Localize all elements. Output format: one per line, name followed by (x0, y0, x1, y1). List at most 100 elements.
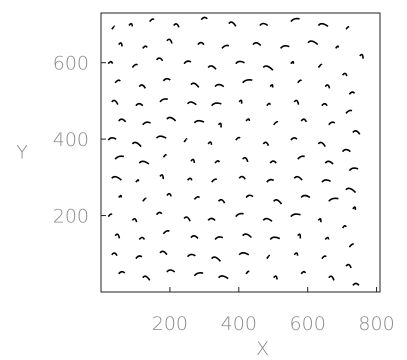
scatter-point (142, 275, 151, 281)
scatter-point (183, 216, 191, 222)
scatter-point (273, 199, 283, 205)
scatter-point (135, 102, 144, 107)
scatter-marks (107, 16, 364, 286)
scatter-point (245, 270, 250, 275)
scatter-point (228, 21, 237, 27)
scatter-point (359, 53, 364, 59)
scatter-point (300, 194, 311, 199)
scatter-point (166, 269, 176, 273)
scatter-point (324, 84, 331, 89)
y-tick-label: 600 (53, 53, 89, 75)
scatter-point (217, 122, 222, 128)
scatter-point (297, 155, 305, 160)
scatter-point (238, 175, 246, 180)
x-tick-label: 800 (358, 313, 394, 335)
scatter-point (159, 174, 165, 180)
scatter-point (211, 178, 218, 183)
scatter-point (307, 40, 319, 46)
scatter-point (183, 138, 188, 143)
scatter-point (317, 141, 326, 148)
scatter-point (135, 255, 143, 260)
scatter-point (142, 45, 148, 49)
scatter-point (341, 148, 351, 153)
scatter-point (345, 187, 357, 194)
scatter-point (321, 179, 331, 183)
scatter-point (142, 121, 151, 126)
scatter-point (273, 275, 278, 280)
scatter-point (107, 137, 117, 141)
scatter-point (279, 45, 290, 49)
scatter-point (197, 41, 205, 46)
scatter-point (290, 17, 300, 23)
scatter-point (211, 256, 222, 262)
scatter-point (352, 130, 361, 135)
scatter-point (207, 65, 217, 70)
y-tick-label: 200 (53, 206, 89, 228)
scatter-point (245, 194, 254, 199)
scatter-point (269, 160, 277, 164)
scatter-point (200, 16, 208, 21)
scatter-point (341, 72, 348, 77)
scatter-point (300, 270, 307, 275)
scatter-point (155, 211, 163, 216)
scatter-point (300, 118, 308, 123)
scatter-point (107, 213, 113, 218)
scatter-point (211, 102, 222, 107)
scatter-point (138, 236, 146, 241)
scatter-point (269, 84, 274, 88)
x-axis-ticks: 200 400 600 800 (152, 287, 395, 335)
scatter-point (341, 224, 347, 229)
scatter-point (111, 25, 116, 30)
scatter-point (290, 137, 298, 141)
scatter-point (317, 63, 323, 68)
scatter-point (118, 42, 123, 47)
scatter-point (348, 243, 355, 248)
scatter-point (135, 179, 140, 183)
y-tick-label: 400 (53, 129, 89, 151)
scatter-point (321, 255, 327, 260)
scatter-point (221, 44, 230, 49)
scatter-point (317, 22, 329, 28)
scatter-point (217, 275, 229, 280)
scatter-point (166, 38, 173, 44)
scatter-point (186, 101, 197, 106)
x-axis-title: X (256, 338, 269, 360)
scatter-point (166, 192, 172, 197)
scatter-point (266, 178, 275, 183)
scatter-point (328, 121, 336, 126)
scatter-point (159, 250, 168, 256)
x-tick-label: 600 (290, 313, 326, 335)
scatter-point (293, 99, 300, 105)
scatter-point (235, 212, 244, 218)
scatter-point (131, 63, 138, 68)
scatter-point (131, 217, 138, 223)
scatter-point (162, 77, 171, 82)
scatter-point (290, 213, 301, 218)
scatter-point (262, 217, 273, 222)
x-tick-label: 200 (152, 313, 188, 335)
plot-frame (100, 12, 381, 293)
scatter-point (262, 141, 270, 146)
scatter-point (245, 118, 251, 122)
scatter-point (324, 160, 334, 165)
scatter-point (242, 233, 252, 239)
scatter-point (262, 65, 274, 71)
scatter-point (162, 229, 170, 235)
scatter-point (345, 263, 352, 269)
scatter-point (186, 253, 196, 258)
scatter-point (352, 282, 360, 286)
scatter-point (149, 18, 155, 23)
scatter-point (128, 22, 134, 27)
scatter-point (290, 60, 295, 65)
scatter-point (193, 119, 205, 124)
scatter-point (114, 155, 125, 160)
scatter-point (111, 99, 119, 105)
scatter-point (348, 91, 356, 95)
scatter-point (238, 99, 243, 104)
scatter-point (273, 120, 279, 126)
y-axis-title: Y (16, 142, 28, 164)
scatter-point (328, 197, 339, 202)
scatter-point (207, 141, 213, 145)
scatter-point (193, 271, 204, 277)
